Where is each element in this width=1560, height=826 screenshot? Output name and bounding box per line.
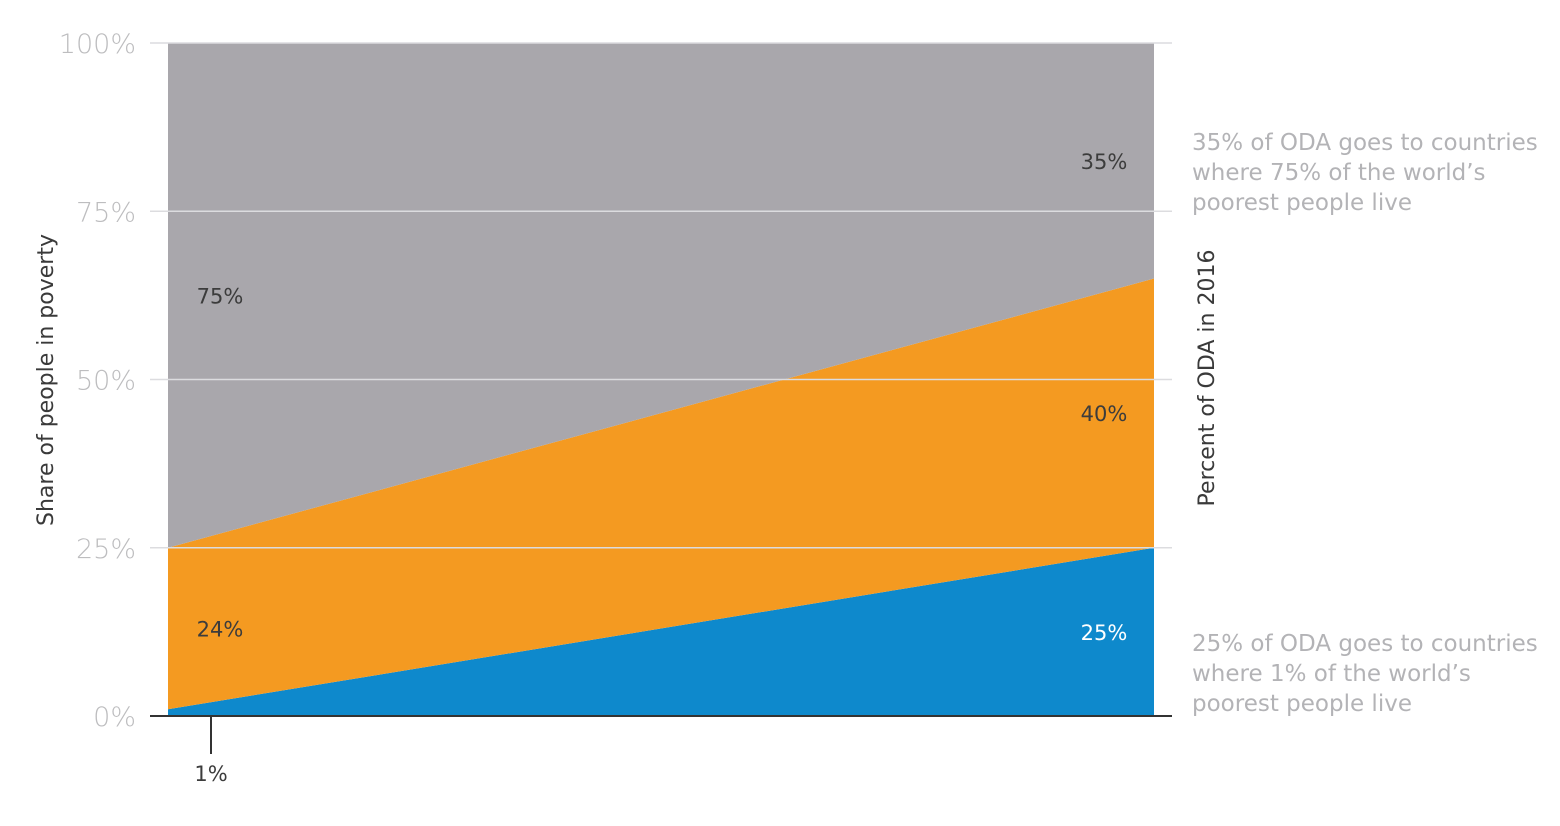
y-tick-0: 0% xyxy=(93,702,136,733)
gridlines xyxy=(150,42,1172,549)
area-series-2 xyxy=(168,43,1154,548)
area-series-0 xyxy=(168,547,1154,716)
area-layers xyxy=(168,43,1154,716)
value-label-s1-right: 40% xyxy=(1081,402,1128,426)
value-label-s2-left: 75% xyxy=(197,284,244,308)
y-tick-3: 75% xyxy=(76,197,136,228)
one-percent-label: 1% xyxy=(194,762,227,786)
y-tick-2: 50% xyxy=(76,366,136,397)
y-tick-labels: 0% 25% 50% 75% 100% xyxy=(59,29,136,733)
area-value-labels: 25% 24% 40% 75% 35% xyxy=(197,150,1128,645)
y-tick-1: 25% xyxy=(76,534,136,565)
y-axis-title-left: Share of people in poverty xyxy=(34,234,59,526)
y-tick-4: 100% xyxy=(59,29,136,60)
area-series-1 xyxy=(168,278,1154,710)
value-label-s2-right: 35% xyxy=(1081,150,1128,174)
annotation-top: 35% of ODA goes to countries where 75% o… xyxy=(1192,130,1538,216)
annotation-bottom: 25% of ODA goes to countries where 1% of… xyxy=(1192,631,1538,717)
y-axis-title-right: Percent of ODA in 2016 xyxy=(1195,250,1220,507)
value-label-s0-right: 25% xyxy=(1081,621,1128,645)
value-label-s1-left: 24% xyxy=(197,618,244,642)
